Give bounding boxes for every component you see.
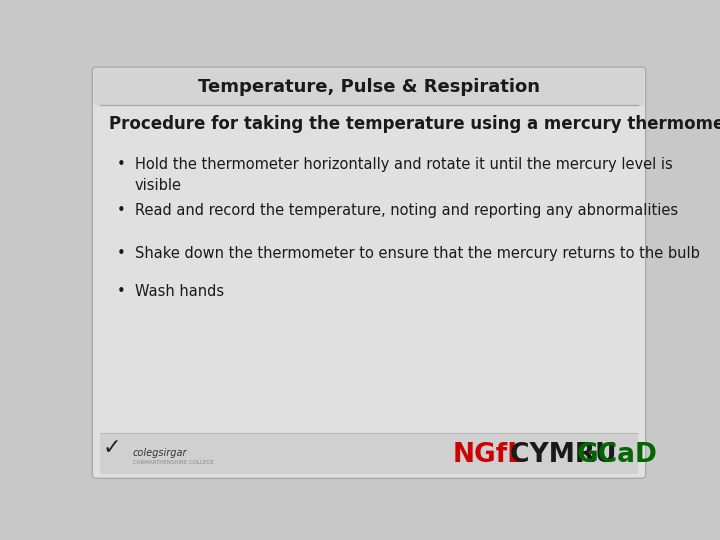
Text: Read and record the temperature, noting and reporting any abnormalities: Read and record the temperature, noting …: [135, 204, 678, 218]
FancyBboxPatch shape: [92, 67, 646, 478]
Text: CARMARTHENSHIRE COLLEGE: CARMARTHENSHIRE COLLEGE: [132, 460, 214, 464]
Text: •: •: [117, 157, 126, 172]
Text: Procedure for taking the temperature using a mercury thermometer: Procedure for taking the temperature usi…: [109, 115, 720, 133]
Text: Temperature, Pulse & Respiration: Temperature, Pulse & Respiration: [198, 78, 540, 96]
Text: Hold the thermometer horizontally and rotate it until the mercury level is
visib: Hold the thermometer horizontally and ro…: [135, 157, 672, 193]
Bar: [100, 434, 638, 475]
Text: Shake down the thermometer to ensure that the mercury returns to the bulb: Shake down the thermometer to ensure tha…: [135, 246, 700, 261]
Text: CYMRU: CYMRU: [500, 442, 626, 468]
Text: •: •: [117, 284, 126, 299]
Text: •: •: [117, 204, 126, 218]
Bar: [100, 80, 638, 103]
Text: NGfL: NGfL: [453, 442, 525, 468]
FancyBboxPatch shape: [94, 69, 644, 106]
Text: ✓: ✓: [102, 438, 121, 458]
Text: Wash hands: Wash hands: [135, 284, 224, 299]
Text: •: •: [117, 246, 126, 261]
Text: colegsirgar: colegsirgar: [132, 448, 187, 458]
Text: GCaD: GCaD: [577, 442, 657, 468]
